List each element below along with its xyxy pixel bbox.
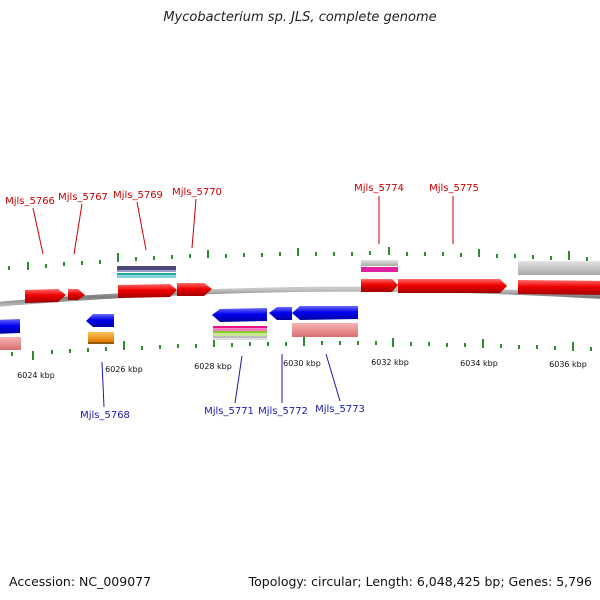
genome-backbone	[0, 286, 600, 307]
gene-arrow-offscreen-reverse[interactable]	[0, 319, 20, 334]
reverse-leader-lines	[101, 353, 341, 408]
gene-arrow-mjls-5769[interactable]	[118, 284, 177, 298]
forward-genes	[25, 279, 600, 303]
genome-title: Mycobacterium sp. JLS, complete genome	[163, 10, 437, 25]
accession-text: Accession: NC_009077	[9, 574, 152, 589]
gene-label-mjls-5775[interactable]: Mjls_5775	[429, 183, 479, 194]
forward-feature-tracks	[117, 260, 600, 278]
forward-leader-lines	[32, 196, 454, 255]
axis-label-6030: 6030 kbp	[283, 359, 321, 368]
gene-label-mjls-5772[interactable]: Mjls_5772	[258, 406, 308, 417]
gene-label-mjls-5766[interactable]: Mjls_5766	[5, 196, 55, 207]
gene-label-mjls-5767[interactable]: Mjls_5767	[58, 192, 108, 203]
lower-ticks	[11, 337, 592, 360]
gene-arrow-mjls-5772[interactable]	[269, 307, 292, 320]
gene-arrow-mjls-5775[interactable]	[398, 279, 507, 293]
gene-arrow-mjls-5767[interactable]	[68, 289, 85, 300]
axis-label-6028: 6028 kbp	[194, 362, 232, 371]
axis-label-6034: 6034 kbp	[460, 359, 498, 368]
gene-arrow-mjls-5766[interactable]	[25, 289, 66, 303]
axis-label-6026: 6026 kbp	[105, 365, 143, 374]
gene-label-mjls-5773[interactable]: Mjls_5773	[315, 404, 365, 415]
gene-arrow-mjls-5771[interactable]	[212, 308, 267, 322]
axis-label-6032: 6032 kbp	[371, 358, 409, 367]
gene-label-mjls-5771[interactable]: Mjls_5771	[204, 406, 254, 417]
reverse-feature-tracks	[0, 323, 358, 350]
axis-label-6024: 6024 kbp	[17, 371, 55, 380]
gene-label-mjls-5774[interactable]: Mjls_5774	[354, 183, 404, 194]
gene-arrow-mjls-5774[interactable]	[361, 279, 398, 292]
gene-arrow-mjls-5773[interactable]	[292, 306, 358, 320]
genome-info-text: Topology: circular; Length: 6,048,425 bp…	[248, 574, 592, 589]
upper-ticks	[8, 247, 588, 270]
reverse-genes	[0, 306, 358, 334]
gene-arrow-offscreen-forward[interactable]	[518, 280, 600, 295]
gene-label-mjls-5770[interactable]: Mjls_5770	[172, 187, 222, 198]
gene-arrow-mjls-5768[interactable]	[86, 314, 114, 327]
gene-label-mjls-5768[interactable]: Mjls_5768	[80, 410, 130, 421]
axis-label-6036: 6036 kbp	[549, 360, 587, 369]
gene-arrow-mjls-5770[interactable]	[177, 283, 212, 296]
gene-label-mjls-5769[interactable]: Mjls_5769	[113, 190, 163, 201]
